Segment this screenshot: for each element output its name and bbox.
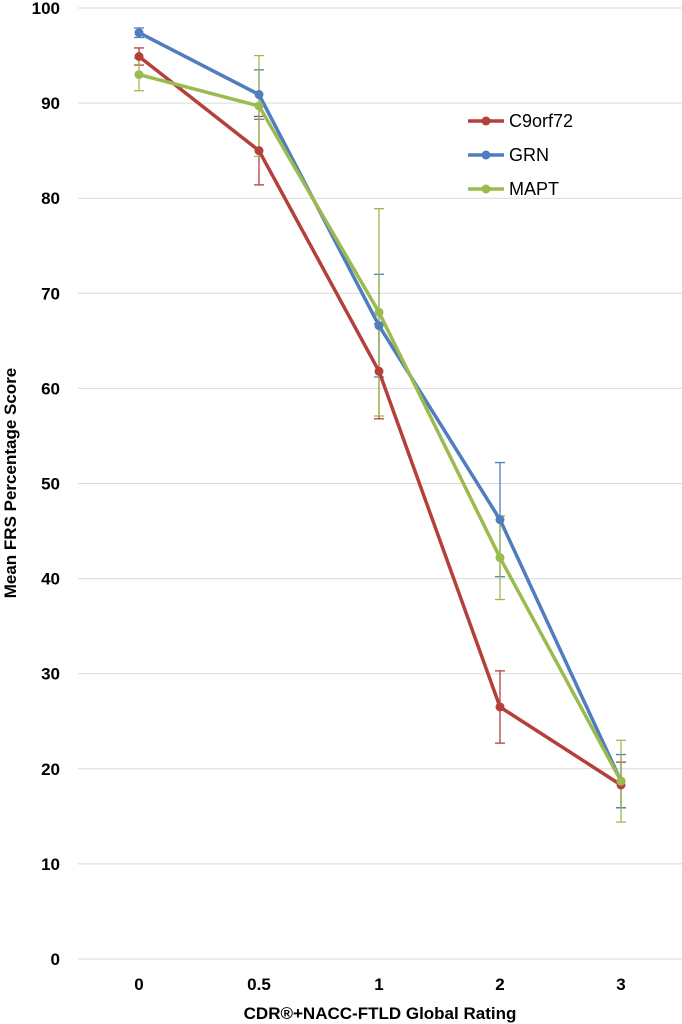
error-bars <box>134 27 626 823</box>
y-tick-label: 50 <box>41 475 60 494</box>
y-tick-label: 0 <box>51 950 60 969</box>
grid <box>78 7 682 960</box>
legend-label: C9orf72 <box>509 111 573 131</box>
data-point-GRN <box>134 28 144 38</box>
series-line-C9orf72 <box>137 54 623 787</box>
legend-marker <box>481 150 491 160</box>
data-point-C9orf72 <box>495 702 505 712</box>
y-tick-label: 90 <box>41 94 60 113</box>
y-tick-label: 40 <box>41 570 60 589</box>
x-tick-label: 1 <box>374 975 383 994</box>
x-tick-label: 3 <box>616 975 625 994</box>
y-axis-title: Mean FRS Percentage Score <box>1 368 20 599</box>
legend-item: MAPT <box>468 179 559 199</box>
legend-item: C9orf72 <box>468 111 573 131</box>
data-point-GRN <box>254 90 264 100</box>
series-points <box>134 28 626 790</box>
data-point-GRN <box>374 321 384 331</box>
y-tick-label: 30 <box>41 665 60 684</box>
x-tick-label: 0 <box>134 975 143 994</box>
data-point-MAPT <box>495 553 505 563</box>
data-point-MAPT <box>616 776 626 786</box>
y-tick-label: 80 <box>41 189 60 208</box>
legend-marker <box>481 184 491 194</box>
data-point-MAPT <box>254 101 264 111</box>
y-tick-label: 70 <box>41 284 60 303</box>
legend-item: GRN <box>468 145 549 165</box>
y-tick-label: 100 <box>32 0 60 18</box>
data-point-C9orf72 <box>374 366 384 376</box>
x-axis-ticks: 0 0.5 1 2 3 <box>134 975 625 994</box>
data-point-MAPT <box>134 70 144 80</box>
legend: C9orf72 GRN MAPT <box>468 111 573 199</box>
x-tick-label: 0.5 <box>247 975 271 994</box>
x-tick-label: 2 <box>495 975 504 994</box>
y-tick-label: 10 <box>41 855 60 874</box>
x-axis-title: CDR®+NACC-FTLD Global Rating <box>244 1004 517 1023</box>
y-tick-label: 60 <box>41 379 60 398</box>
data-point-MAPT <box>374 307 384 317</box>
data-point-C9orf72 <box>134 52 144 62</box>
y-axis-ticks: 0 10 20 30 40 50 60 70 80 90 100 <box>32 0 60 969</box>
legend-label: MAPT <box>509 179 559 199</box>
data-point-C9orf72 <box>254 146 264 156</box>
y-tick-label: 20 <box>41 760 60 779</box>
legend-label: GRN <box>509 145 549 165</box>
data-point-GRN <box>495 515 505 525</box>
legend-marker <box>481 116 491 126</box>
